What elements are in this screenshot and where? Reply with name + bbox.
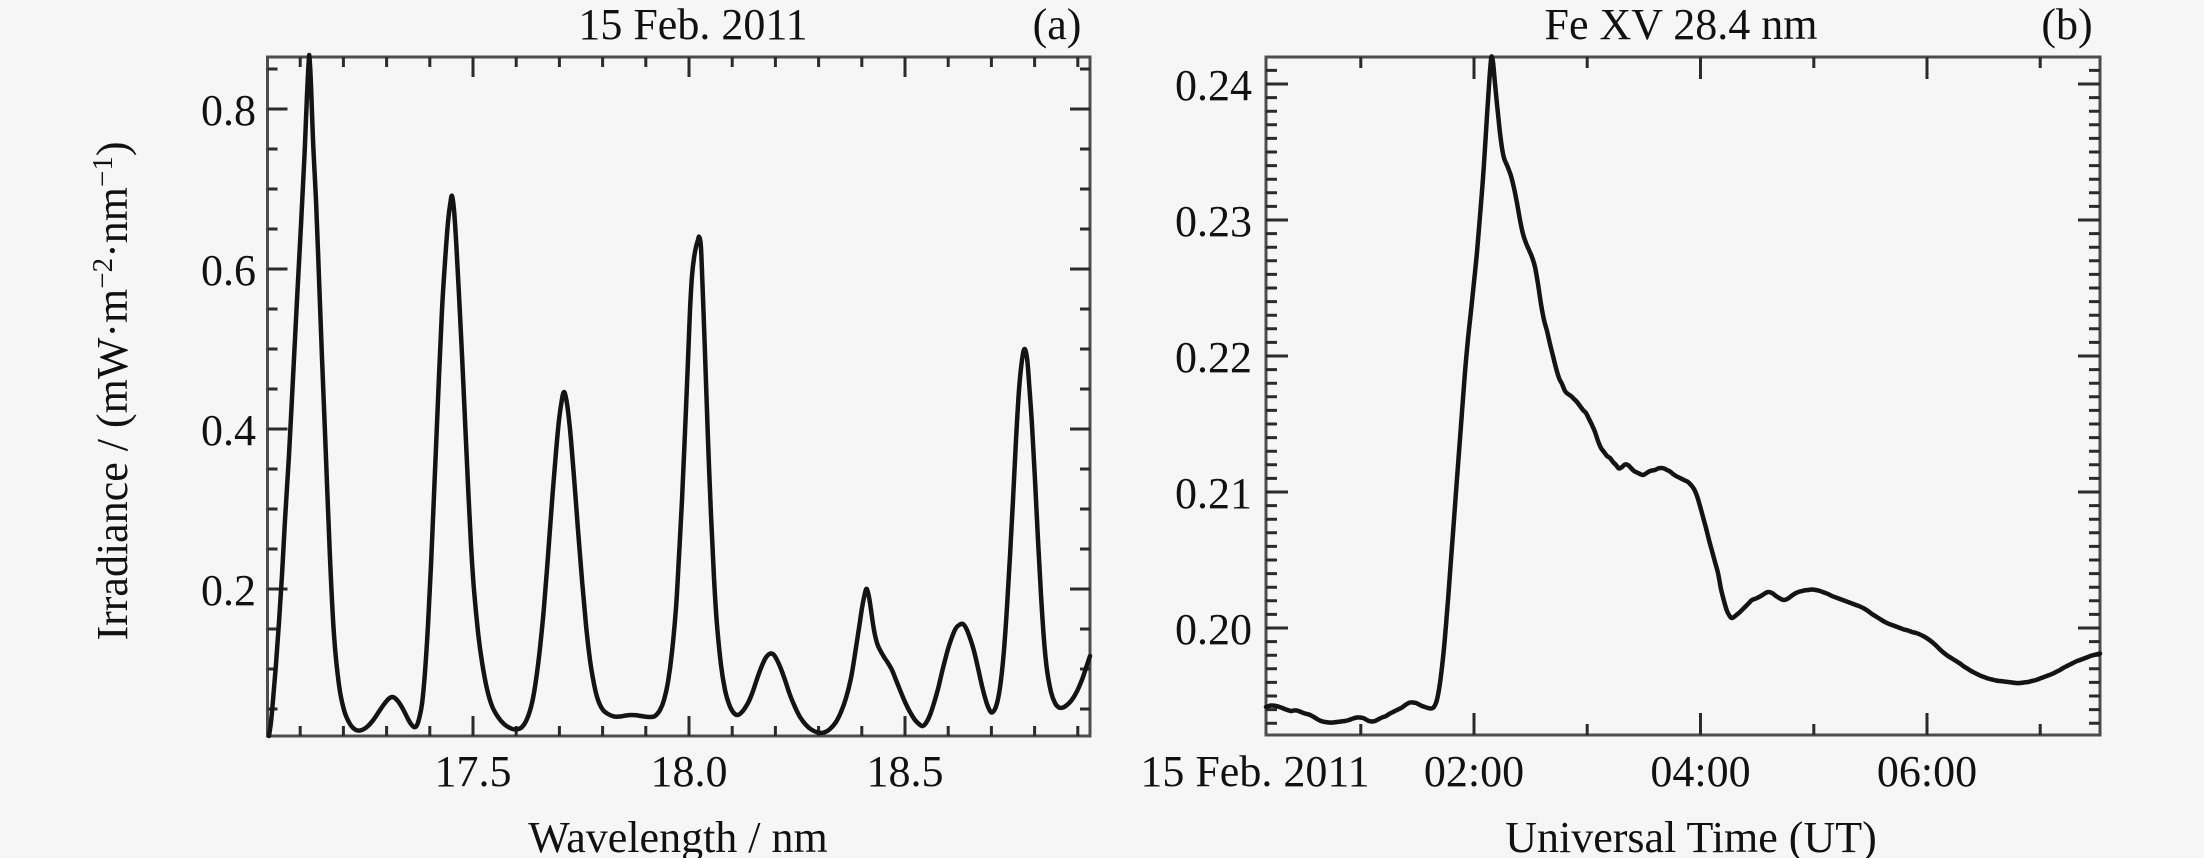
- svg-text:18.5: 18.5: [867, 747, 944, 796]
- svg-text:17.5: 17.5: [435, 747, 512, 796]
- svg-text:15 Feb. 2011: 15 Feb. 2011: [1140, 747, 1369, 796]
- svg-text:18.0: 18.0: [651, 747, 728, 796]
- svg-text:02:00: 02:00: [1424, 747, 1524, 796]
- svg-text:Irradiance / (mW·m−2·nm−1): Irradiance / (mW·m−2·nm−1): [87, 141, 137, 640]
- svg-text:06:00: 06:00: [1877, 747, 1977, 796]
- svg-text:15 Feb. 2011: 15 Feb. 2011: [578, 0, 807, 49]
- svg-text:0.22: 0.22: [1175, 333, 1252, 382]
- svg-text:(a): (a): [1033, 0, 1082, 49]
- svg-text:0.8: 0.8: [201, 86, 256, 135]
- svg-text:0.24: 0.24: [1175, 61, 1252, 110]
- svg-text:0.6: 0.6: [201, 246, 256, 295]
- svg-text:0.21: 0.21: [1175, 469, 1252, 518]
- svg-text:Universal Time (UT): Universal Time (UT): [1505, 813, 1877, 858]
- svg-text:Fe XV 28.4 nm: Fe XV 28.4 nm: [1545, 0, 1818, 49]
- svg-text:0.4: 0.4: [201, 406, 256, 455]
- svg-text:(b): (b): [2041, 0, 2092, 49]
- svg-text:Wavelength / nm: Wavelength / nm: [528, 813, 828, 858]
- svg-text:0.20: 0.20: [1175, 605, 1252, 654]
- svg-text:04:00: 04:00: [1650, 747, 1750, 796]
- svg-text:0.2: 0.2: [201, 566, 256, 615]
- svg-text:0.23: 0.23: [1175, 197, 1252, 246]
